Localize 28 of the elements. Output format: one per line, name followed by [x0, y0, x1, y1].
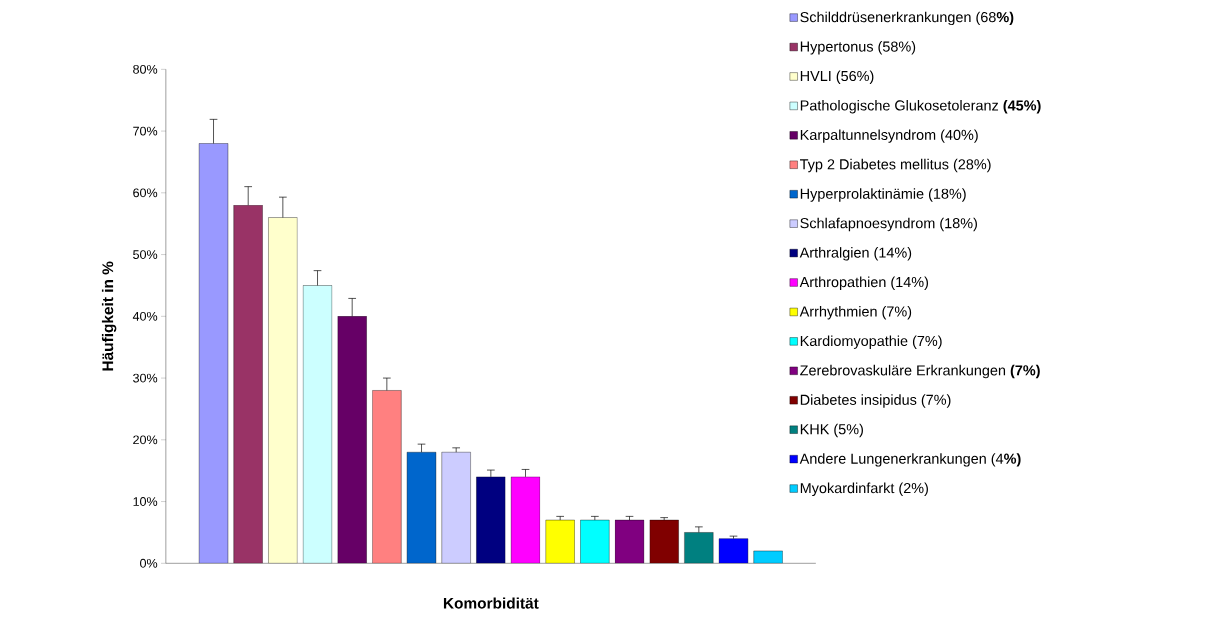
legend-label: HVLI (56%): [800, 70, 874, 84]
legend-label: Hypertonus (58%): [800, 40, 916, 55]
y-tick-label: 60%: [133, 188, 158, 198]
legend-label: Hyperprolaktinämie (18%): [800, 188, 966, 202]
legend-label: Schilddrüsenerkrankungen (68%): [800, 11, 1014, 25]
legend-label: Arthropathien (14%): [799, 276, 929, 290]
legend-label: Arrhythmien (7%): [799, 305, 912, 320]
legend-label: Arthralgien (14%): [799, 247, 912, 261]
legend-label: Kardiomyopathie (7%): [800, 335, 942, 349]
legend-label: Diabetes insipidus (7%): [800, 394, 951, 408]
legend-label: Andere Lungenerkrankungen (4%): [799, 453, 1021, 467]
legend-label: Typ 2 Diabetes mellitus (28%): [800, 158, 991, 173]
y-tick-label: 10%: [133, 497, 158, 506]
legend-label: Pathologische Glukosetoleranz (45%): [800, 99, 1041, 114]
y-tick-label: 20%: [133, 435, 158, 445]
legend-label: Myokardinfarkt (2%): [800, 482, 928, 496]
y-tick-label: 70%: [133, 126, 158, 136]
y-tick-label: 30%: [133, 373, 158, 383]
legend-label: Karpaltunnelsyndrom (40%): [800, 129, 978, 143]
y-axis-title: Häufigkeit in %: [101, 261, 117, 371]
legend-label: Zerebrovaskuläre Erkrankungen (7%): [800, 364, 1040, 379]
legend-label: Schlafapnoesyndrom (18%): [800, 217, 977, 232]
y-tick-label: 80%: [133, 64, 158, 74]
legend-label: KHK (5%): [800, 423, 863, 438]
y-tick-label: 40%: [132, 311, 158, 321]
y-tick-label: 0%: [140, 558, 158, 568]
y-tick-label: 50%: [133, 250, 158, 259]
x-axis-title: Komorbidität: [443, 597, 539, 609]
